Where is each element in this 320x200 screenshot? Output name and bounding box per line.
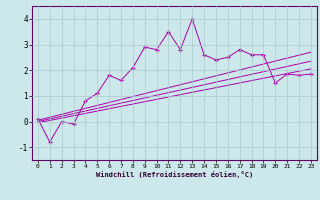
X-axis label: Windchill (Refroidissement éolien,°C): Windchill (Refroidissement éolien,°C) (96, 171, 253, 178)
